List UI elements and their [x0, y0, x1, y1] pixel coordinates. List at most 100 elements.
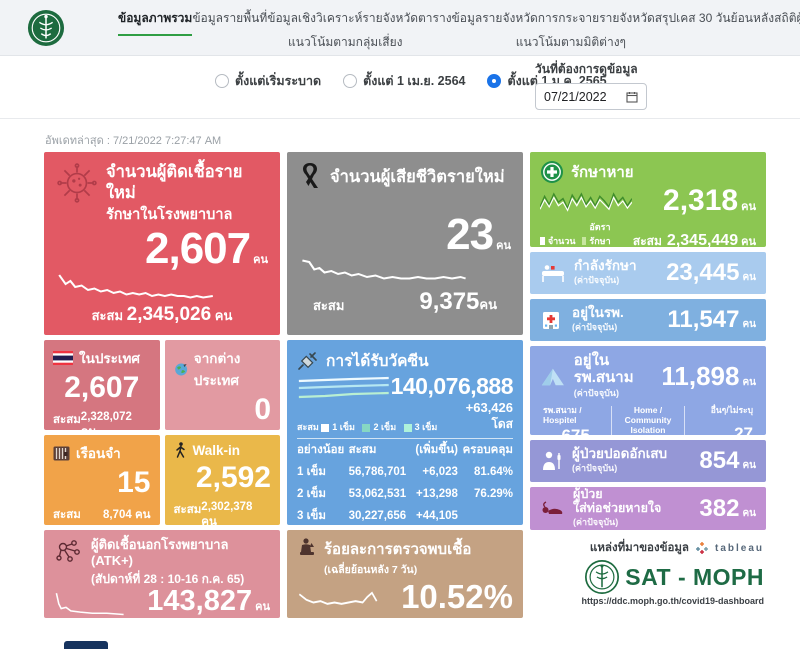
dose3-legend-swatch: [403, 423, 412, 432]
vaccine-total-value: 140,076,888: [390, 373, 514, 399]
date-value: 07/21/2022: [544, 89, 607, 104]
unit-label: คน: [214, 308, 233, 324]
unit-label: คน: [255, 600, 270, 613]
date-filter: วันที่ต้องการดูข้อมูล 07/21/2022: [535, 60, 647, 110]
nav-tabs-row2: แนวโน้มตามกลุ่มเสี่ยง แนวโน้มตามมิติต่าง…: [118, 33, 786, 58]
card-walkin: Walk-in 2,592 สะสม 2,302,378 คน: [164, 435, 280, 525]
card-subtitle: (ค่าปัจจุบัน): [572, 463, 618, 474]
new-cases-value: 2,607: [145, 224, 251, 274]
card-title: จากต่างประเทศ: [193, 351, 241, 388]
card-subtitle: (ค่าปัจจุบัน): [573, 517, 619, 528]
abroad-value: 0: [254, 393, 271, 426]
new-cases-cumulative: 2,345,026: [126, 304, 212, 326]
virus-icon: [57, 163, 97, 203]
radio-label: ตั้งแต่เริ่มระบาด: [235, 74, 322, 88]
unit-label: คน: [742, 272, 756, 283]
tab-dimension-trend[interactable]: แนวโน้มตามมิติต่างๆ: [515, 35, 626, 49]
tab-risk-group-trend[interactable]: แนวโน้มตามกลุ่มเสี่ยง: [288, 35, 403, 49]
unit-label: คน: [253, 254, 268, 267]
prison-value: 15: [117, 466, 151, 499]
dose2-legend-swatch: [362, 423, 371, 432]
positive-rate-value: 10.52%: [401, 578, 513, 615]
atk-virus-icon: [56, 540, 80, 562]
tab-overview[interactable]: ข้อมูลภาพรวม: [118, 9, 193, 36]
medical-cross-icon: [541, 161, 563, 183]
source-name: SAT - MOPH: [625, 563, 764, 590]
rate-legend-swatch: [581, 237, 587, 245]
card-title: ในประเทศ: [79, 351, 140, 366]
walkin-cumulative: 2,302,378 คน: [201, 501, 253, 525]
domestic-value: 2,607: [64, 371, 140, 404]
vaccine-legend: สะสม 1 เข็ม 2 เข็ม 3 เข็ม: [297, 420, 437, 434]
tab-province-analysis[interactable]: ข้อมูลเชิงวิเคราะห์รายจังหวัด: [267, 11, 418, 25]
field-col-other: อื่นๆ/ไม่ระบุ 27: [683, 405, 756, 435]
card-vaccine: การได้รับวัคซีน 140,076,888 +63,426 สะสม…: [287, 340, 523, 525]
card-subtitle: รักษาในโรงพยาบาล: [106, 207, 233, 224]
vaccine-row-dose3: 3 เข็ม 30,227,656 +44,105: [297, 510, 458, 522]
card-subtitle: (เฉลี่ยย้อนหลัง 7 วัน): [324, 564, 418, 576]
tab-by-area[interactable]: ข้อมูลรายพื้นที่: [192, 11, 268, 25]
card-title: กำลังรักษา: [574, 257, 637, 273]
card-title-line2: ใส่ท่อช่วยหายใจ: [573, 500, 662, 515]
unit-label: คน: [742, 460, 756, 471]
cum-label: สะสม: [632, 233, 662, 248]
vaccine-unit: โดส: [491, 417, 513, 431]
black-ribbon-icon: [303, 163, 318, 188]
card-title: ผู้ป่วยปอดอักเสบ: [572, 445, 668, 461]
tab-30day-summary[interactable]: สรุปเคส 30 วันย้อนหลัง: [654, 11, 775, 25]
radio-since-apr-2564[interactable]: ตั้งแต่ 1 เม.ย. 2564: [343, 71, 465, 91]
vaccine-sparklines: [298, 376, 389, 399]
source-url[interactable]: https://ddc.moph.go.th/covid19-dashboard: [581, 596, 764, 606]
tableau-wordmark: tableau: [714, 542, 764, 554]
radio-icon: [487, 74, 502, 88]
card-domestic: ในประเทศ 2,607 สะสม 2,328,072 คน: [44, 340, 160, 430]
radio-label: ตั้งแต่ 1 เม.ย. 2564: [363, 74, 466, 88]
unit-label: คน: [496, 240, 511, 252]
new-deaths-cumulative: 9,375: [419, 288, 480, 315]
field-hospital-breakdown: รพ.สนาม / Hospitel 675 Home / Community …: [540, 405, 756, 435]
intubated-value: 382: [699, 494, 740, 522]
calendar-icon: [626, 91, 638, 103]
card-subtitle: (ค่าปัจจุบัน): [572, 322, 618, 333]
top-navbar: ข้อมูลภาพรวม ข้อมูลรายพื้นที่ ข้อมูลเชิง…: [0, 0, 800, 56]
bottom-partial-element[interactable]: [64, 641, 108, 649]
filter-bar: ตั้งแต่เริ่มระบาด ตั้งแต่ 1 เม.ย. 2564 ต…: [0, 57, 800, 119]
legend-label: 2 เข็ม: [373, 422, 397, 432]
radio-since-outbreak[interactable]: ตั้งแต่เริ่มระบาด: [215, 71, 321, 91]
card-in-hospital: อยู่ในรพ. (ค่าปัจจุบัน) 11,547 คน: [530, 299, 766, 341]
legend-label: จำนวน: [547, 236, 576, 246]
tab-death-stats[interactable]: สถิติผู้เสียชีวิต: [774, 11, 800, 25]
card-in-treatment: กำลังรักษา (ค่าปัจจุบัน) 23,445 คน: [530, 252, 766, 294]
card-title: รักษาหาย: [571, 164, 634, 181]
card-title: ผู้ติดเชื้อนอกโรงพยาบาล (ATK+): [91, 537, 229, 569]
lab-test-icon: [300, 538, 314, 555]
cum-label: สะสม: [53, 414, 81, 426]
in-hospital-value: 11,547: [667, 306, 740, 333]
column-middle: จำนวนผู้เสียชีวิตรายใหม่ 23 คน สะสม 9,375…: [287, 152, 523, 618]
hospital-bed-icon: [542, 265, 564, 282]
legend-label: สะสม: [297, 422, 319, 432]
new-deaths-value: 23: [446, 210, 494, 259]
atk-sparkline: [55, 592, 124, 615]
vaccine-delta: +63,426: [465, 400, 513, 415]
dashboard-grid: จำนวนผู้ติดเชื้อรายใหม่ รักษาในโรงพยาบาล…: [44, 152, 766, 618]
dose1-legend-swatch: [321, 423, 330, 432]
vaccine-table: อย่างน้อย สะสม (เพิ่มขึ้น) ครอบคลุม 1 เข…: [297, 438, 513, 525]
radio-icon: [343, 74, 358, 88]
tab-province-distribution[interactable]: การกระจายรายจังหวัด: [537, 11, 655, 25]
tab-province-table[interactable]: ตารางข้อมูลรายจังหวัด: [417, 11, 538, 25]
atk-value: 143,827: [147, 584, 253, 617]
recovered-sparkline: [540, 192, 632, 212]
card-pneumonia: ผู้ป่วยปอดอักเสบ (ค่าปัจจุบัน) 854 คน: [530, 440, 766, 482]
radio-icon: [215, 74, 229, 88]
date-input[interactable]: 07/21/2022: [535, 83, 647, 110]
card-intubated: ผู้ป่วย ใส่ท่อช่วยหายใจ (ค่าปัจจุบัน) 38…: [530, 487, 766, 530]
card-subtitle: (ค่าปัจจุบัน): [573, 388, 619, 398]
card-positive-rate: ร้อยละการตรวจพบเชื้อ (เฉลี่ยย้อนหลัง 7 ว…: [287, 530, 523, 618]
walking-person-icon: [175, 442, 185, 458]
prison-cumulative: 8,704 คน: [102, 509, 151, 521]
unit-label: คน: [742, 507, 756, 519]
card-subtitle: (ค่าปัจจุบัน): [574, 275, 620, 286]
